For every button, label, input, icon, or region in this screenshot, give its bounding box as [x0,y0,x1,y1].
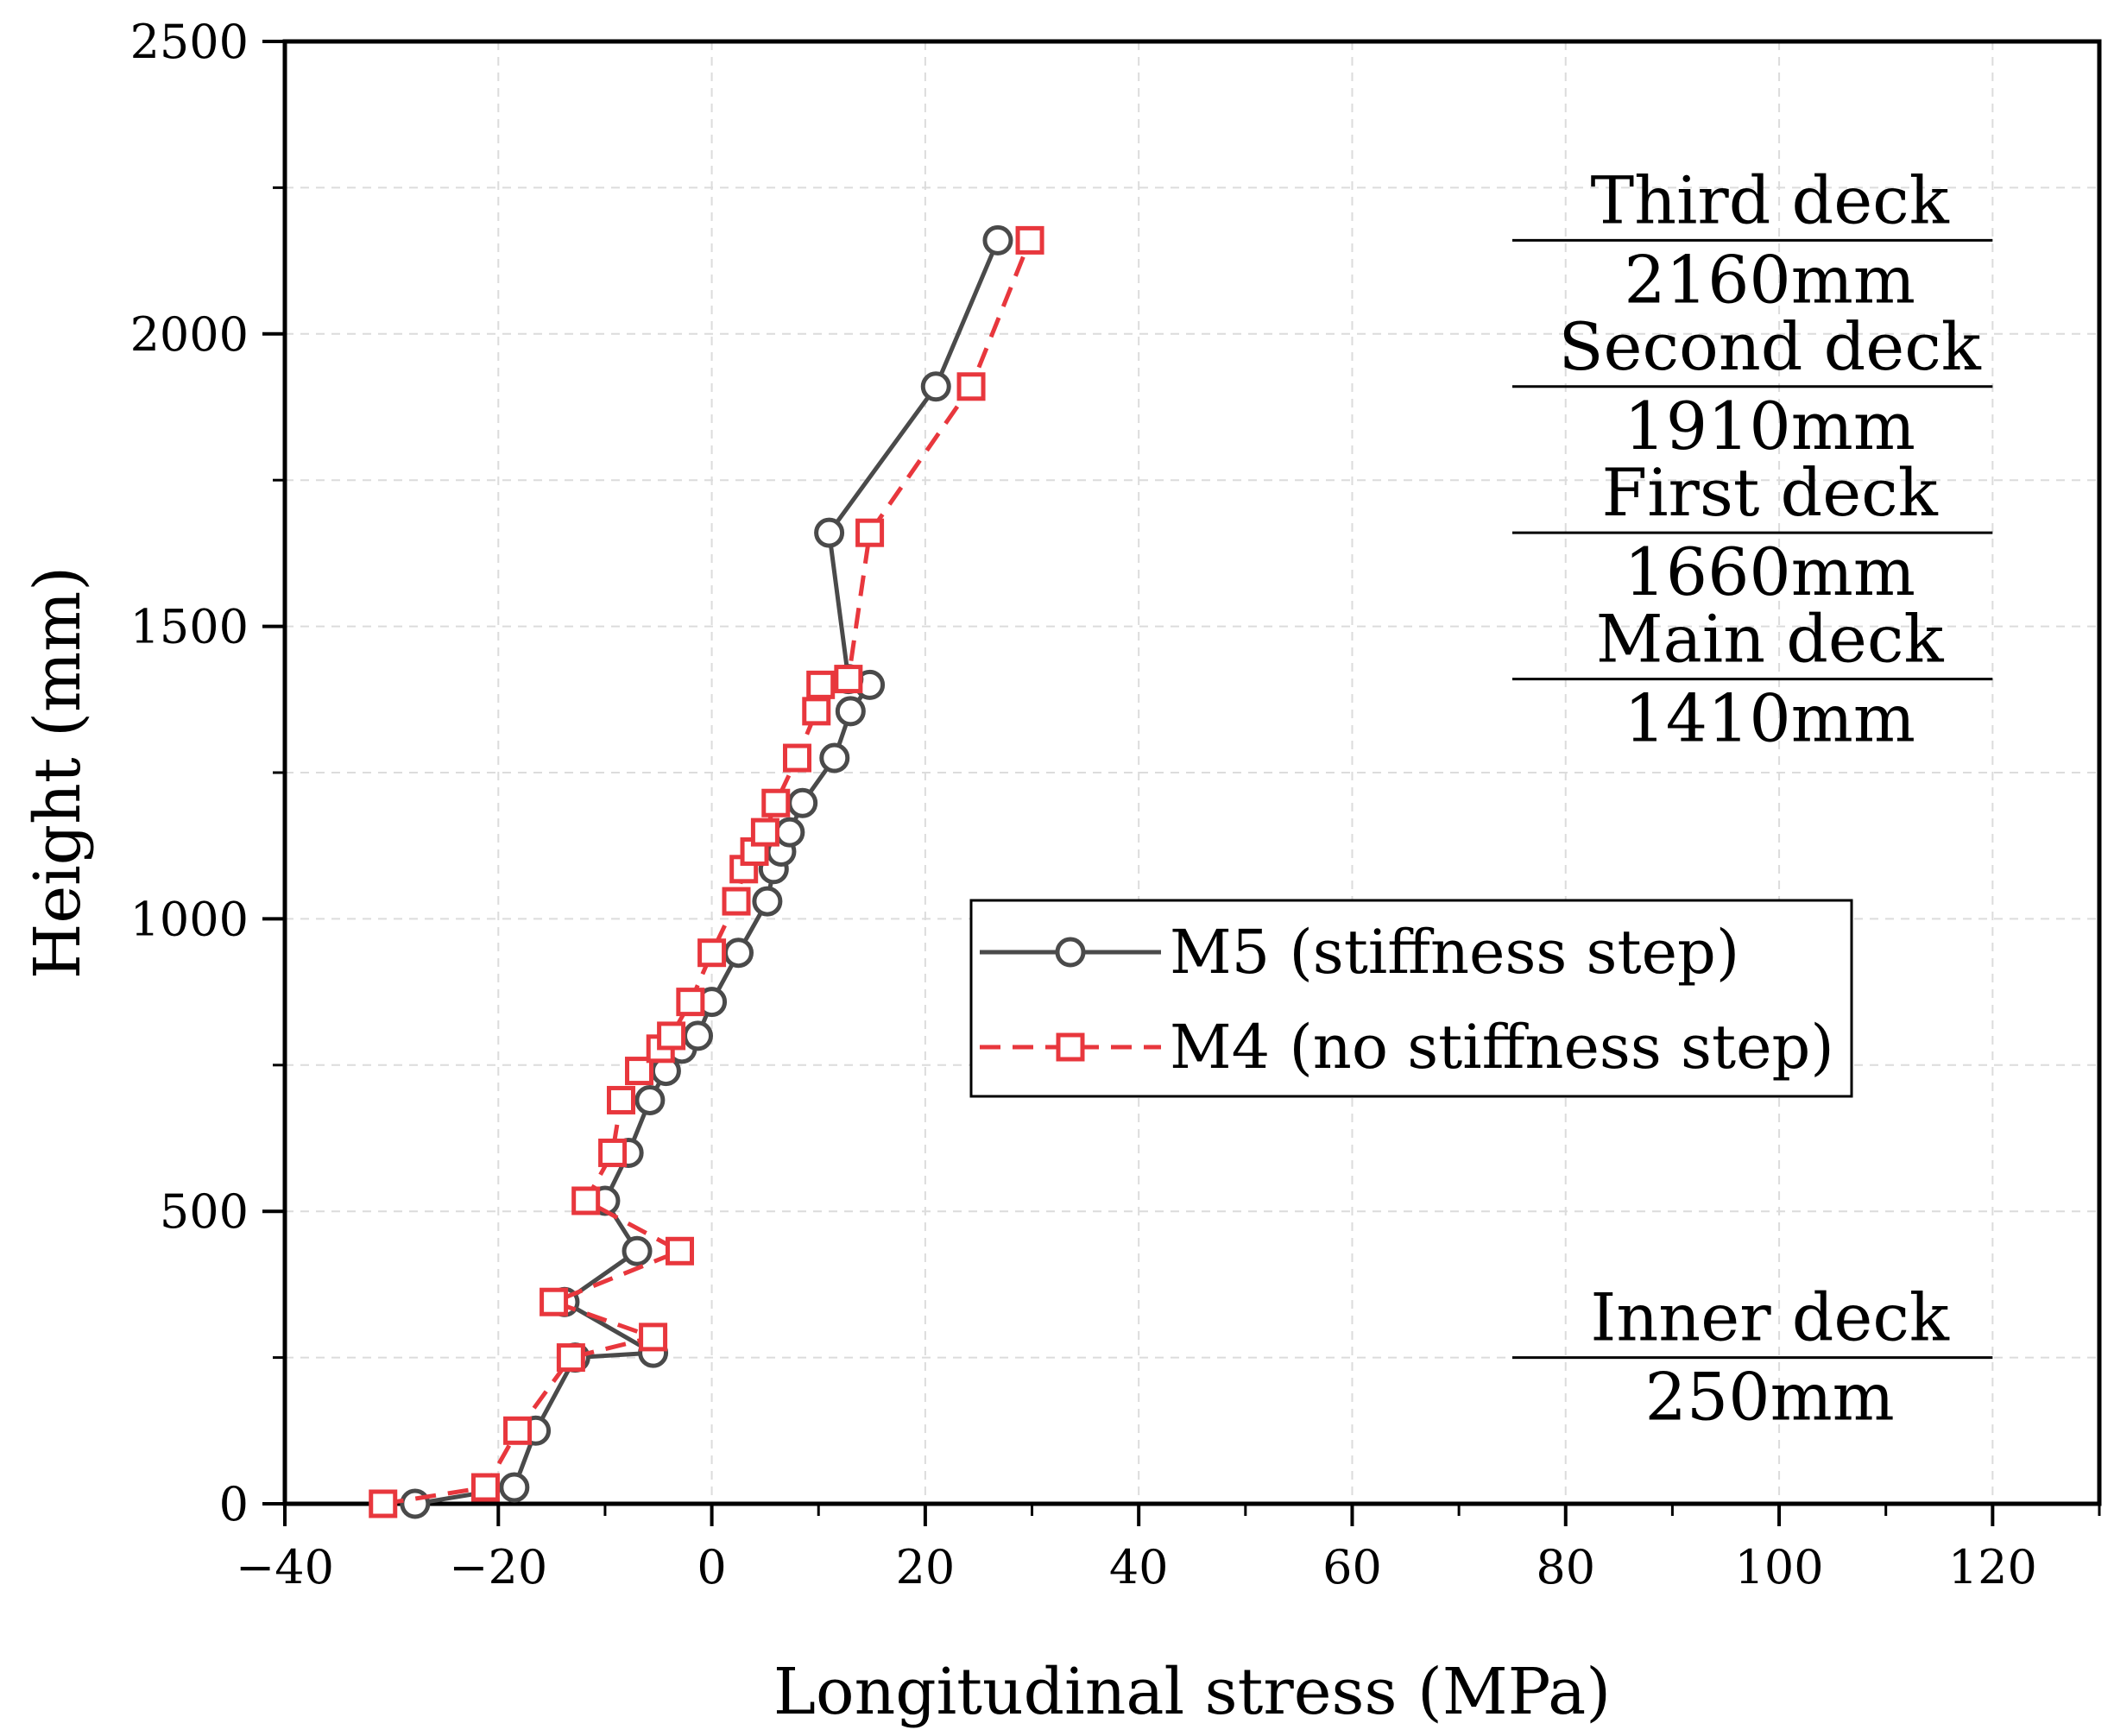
x-tick-label: 120 [1948,1540,2037,1594]
series-1-point [499,1472,530,1503]
series-1-point [835,696,866,727]
series-2-point [761,788,791,817]
series-2-point [639,1323,668,1352]
legend-box [969,899,1853,1098]
series-2-point [369,1489,398,1518]
series-1-point [400,1488,431,1519]
series-2-point [783,743,812,773]
series-2-point [802,697,831,726]
series-1-point [723,937,754,969]
x-tick-label: 40 [1109,1540,1169,1594]
series-2-point [556,1343,585,1373]
series-1 [400,224,1013,1519]
series-2-point [598,1138,628,1167]
series-2-point [503,1416,533,1445]
deck-name: Third deck [1590,161,1949,238]
x-tick-label: 0 [697,1540,726,1594]
series-1-line [414,239,1000,1506]
series-2-point [571,1186,601,1215]
series-2-point [697,938,727,968]
y-tick-label: 2500 [130,15,249,69]
series-2-point [855,518,885,547]
deck-name: Main deck [1596,601,1945,678]
x-tick-label: 60 [1322,1540,1382,1594]
y-axis-label: Height (mm) [21,566,95,979]
series-1-point [920,371,951,402]
series-1-point [774,817,805,848]
legend-label-2: M4 (no stiffness step) [1170,1012,1834,1083]
y-tick-label: 1000 [130,892,249,946]
y-tick-label: 500 [160,1184,249,1239]
series-1-point [787,787,818,818]
series-2-point [606,1085,635,1114]
deck-name: Inner deck [1590,1279,1950,1356]
deck-height: 2160mm [1624,241,1915,318]
series-2-point [470,1473,500,1502]
series-1-point [634,1084,666,1115]
series-2-point [956,372,986,401]
series-2-point [540,1287,569,1316]
series-2 [369,225,1044,1518]
series-2-point [806,670,836,699]
deck-height: 1410mm [1624,680,1915,757]
series-1-point [622,1235,653,1266]
x-tick-label: −20 [449,1540,547,1594]
x-tick-label: 80 [1536,1540,1595,1594]
x-tick-label: −40 [236,1540,334,1594]
deck-name: Second deck [1558,308,1981,385]
legend-marker-2 [1056,1032,1085,1062]
series-1-point [683,1020,714,1051]
axes: −40 −20 0 20 40 60 80 100 120 0 500 1000 1500 2000 250… [130,15,2102,1594]
y-tick-label: 0 [219,1477,249,1531]
deck-name: First deck [1601,454,1938,531]
x-tick-label: 100 [1735,1540,1824,1594]
series-2-line [382,239,1032,1506]
deck-height: 1910mm [1624,388,1915,464]
series-2-point [722,887,751,916]
series-2-point [665,1236,694,1266]
y-tick-label: 1500 [130,600,249,654]
x-tick-label: 20 [896,1540,956,1594]
deck-height: 250mm [1645,1359,1895,1436]
legend: M5 (stiffness step) M4 (no stiffness step… [969,899,1853,1098]
data-series [369,224,1044,1519]
series-1-point [814,517,845,548]
deck-height: 1660mm [1624,533,1915,610]
x-axis-label: Longitudinal stress (MPa) [773,1655,1611,1729]
legend-label-1: M5 (stiffness step) [1170,917,1739,988]
series-2-point [657,1021,686,1051]
series-1-point [752,886,783,917]
series-1-point [982,224,1013,256]
series-2-point [1015,225,1044,255]
series-2-point [676,988,705,1017]
series-2-point [834,665,863,694]
series-2-point [750,817,779,847]
series-1-point [819,742,850,773]
y-tick-label: 2000 [130,307,249,362]
legend-marker-1 [1055,937,1086,968]
